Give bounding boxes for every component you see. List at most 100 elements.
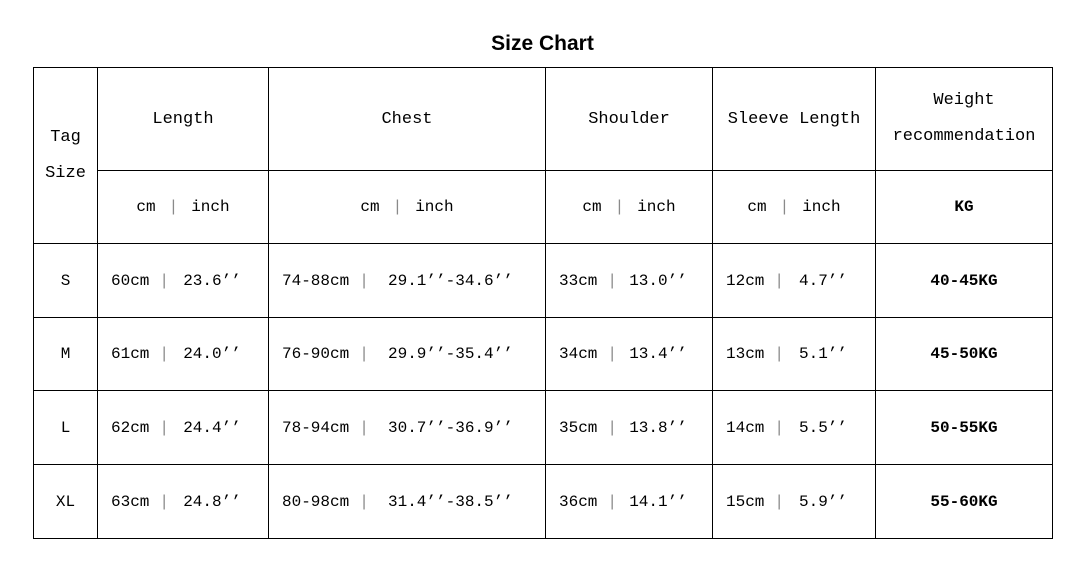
pipe-separator: | bbox=[607, 271, 618, 290]
inch-unit-label: inch bbox=[802, 198, 841, 216]
cm-value: 61cm bbox=[111, 345, 150, 363]
chest-cell: 74-88cm | 29.1’’-34.6’’ bbox=[268, 243, 546, 318]
cm-unit-label: cm bbox=[360, 198, 380, 216]
table-row-xl: XL 63cm | 24.8’’ 80-98cm | 31.4’’-38.5’’… bbox=[33, 464, 1053, 539]
unit-header-sleeve-length: cm | inch bbox=[712, 170, 876, 244]
header-row: Tag Size Length Chest Shoulder Sleeve Le… bbox=[33, 67, 1053, 244]
table-row-s: S 60cm | 23.6’’ 74-88cm | 29.1’’-34.6’’ … bbox=[33, 243, 1053, 318]
pipe-separator: | bbox=[359, 345, 369, 363]
length-cell: 60cm | 23.6’’ bbox=[97, 243, 269, 318]
inch-value: 29.9’’-35.4’’ bbox=[388, 345, 513, 363]
inch-value: 24.4’’ bbox=[183, 418, 241, 437]
inch-value: 30.7’’-36.9’’ bbox=[388, 418, 513, 437]
size-label: M bbox=[33, 317, 98, 391]
cm-value: 12cm bbox=[726, 271, 765, 290]
table-row-m: M 61cm | 24.0’’ 76-90cm | 29.9’’-35.4’’ … bbox=[33, 317, 1053, 391]
pipe-separator: | bbox=[392, 198, 403, 216]
sleeve-length-cell: 12cm | 4.7’’ bbox=[712, 243, 876, 318]
cm-value: 78-94cm bbox=[282, 418, 350, 437]
cm-value: 36cm bbox=[559, 492, 598, 511]
pipe-separator: | bbox=[774, 492, 785, 511]
inch-unit-label: inch bbox=[415, 198, 454, 216]
weight-header-line1: Weight bbox=[933, 91, 995, 110]
table-row-l: L 62cm | 24.4’’ 78-94cm | 30.7’’-36.9’’ … bbox=[33, 390, 1053, 465]
inch-unit-label: inch bbox=[191, 198, 230, 216]
chest-cell: 80-98cm | 31.4’’-38.5’’ bbox=[268, 464, 546, 539]
cm-value: 60cm bbox=[111, 271, 150, 290]
cm-value: 15cm bbox=[726, 492, 765, 511]
column-header-chest: Chest bbox=[268, 67, 546, 171]
weight-header-line2: recommendation bbox=[892, 127, 1036, 146]
sleeve-length-cell: 13cm | 5.1’’ bbox=[712, 317, 876, 391]
corner-label-line1: Tag bbox=[50, 127, 81, 147]
pipe-separator: | bbox=[159, 345, 170, 363]
pipe-separator: | bbox=[774, 271, 785, 290]
sleeve-length-cell: 15cm | 5.9’’ bbox=[712, 464, 876, 539]
inch-value: 13.8’’ bbox=[629, 418, 687, 437]
pipe-separator: | bbox=[359, 492, 369, 511]
cm-value: 63cm bbox=[111, 492, 150, 511]
weight-recommendation-cell: 40-45KG bbox=[875, 243, 1053, 318]
inch-value: 23.6’’ bbox=[183, 271, 241, 290]
pipe-separator: | bbox=[774, 345, 785, 363]
size-label: L bbox=[33, 390, 98, 465]
inch-value: 5.5’’ bbox=[799, 418, 848, 437]
shoulder-cell: 36cm | 14.1’’ bbox=[545, 464, 713, 539]
shoulder-cell: 33cm | 13.0’’ bbox=[545, 243, 713, 318]
cm-value: 74-88cm bbox=[282, 271, 350, 290]
cm-value: 34cm bbox=[559, 345, 598, 363]
shoulder-cell: 34cm | 13.4’’ bbox=[545, 317, 713, 391]
unit-header-shoulder: cm | inch bbox=[545, 170, 713, 244]
corner-label-line2: Size bbox=[45, 163, 86, 183]
cm-value: 14cm bbox=[726, 418, 765, 437]
inch-unit-label: inch bbox=[637, 198, 676, 216]
unit-header-length: cm | inch bbox=[97, 170, 269, 244]
weight-recommendation-cell: 50-55KG bbox=[875, 390, 1053, 465]
cm-value: 76-90cm bbox=[282, 345, 350, 363]
pipe-separator: | bbox=[159, 271, 170, 290]
shoulder-cell: 35cm | 13.8’’ bbox=[545, 390, 713, 465]
inch-value: 24.8’’ bbox=[183, 492, 241, 511]
pipe-separator: | bbox=[168, 198, 179, 216]
cm-unit-label: cm bbox=[747, 198, 767, 216]
inch-value: 5.1’’ bbox=[799, 345, 848, 363]
pipe-separator: | bbox=[607, 345, 618, 363]
column-header-length: Length bbox=[97, 67, 269, 171]
size-label: XL bbox=[33, 464, 98, 539]
length-cell: 63cm | 24.8’’ bbox=[97, 464, 269, 539]
inch-value: 13.4’’ bbox=[629, 345, 687, 363]
pipe-separator: | bbox=[607, 492, 618, 511]
unit-header-kg: KG bbox=[875, 170, 1053, 244]
corner-cell-tag-size: Tag Size bbox=[33, 67, 98, 244]
column-header-shoulder: Shoulder bbox=[545, 67, 713, 171]
weight-recommendation-cell: 55-60KG bbox=[875, 464, 1053, 539]
cm-value: 62cm bbox=[111, 418, 150, 437]
pipe-separator: | bbox=[779, 198, 790, 216]
weight-recommendation-cell: 45-50KG bbox=[875, 317, 1053, 391]
pipe-separator: | bbox=[614, 198, 625, 216]
page-title: Size Chart bbox=[491, 32, 594, 55]
unit-header-chest: cm | inch bbox=[268, 170, 546, 244]
cm-unit-label: cm bbox=[582, 198, 602, 216]
inch-value: 4.7’’ bbox=[799, 271, 848, 290]
inch-value: 5.9’’ bbox=[799, 492, 848, 511]
pipe-separator: | bbox=[359, 271, 369, 290]
cm-value: 80-98cm bbox=[282, 492, 350, 511]
cm-value: 33cm bbox=[559, 271, 598, 290]
cm-value: 35cm bbox=[559, 418, 598, 437]
pipe-separator: | bbox=[607, 418, 618, 437]
length-cell: 62cm | 24.4’’ bbox=[97, 390, 269, 465]
column-header-sleeve-length: Sleeve Length bbox=[712, 67, 876, 171]
length-cell: 61cm | 24.0’’ bbox=[97, 317, 269, 391]
pipe-separator: | bbox=[159, 492, 170, 511]
column-header-weight-recommendation: Weight recommendation bbox=[875, 67, 1053, 171]
pipe-separator: | bbox=[359, 418, 369, 437]
cm-value: 13cm bbox=[726, 345, 765, 363]
size-chart-table: Tag Size Length Chest Shoulder Sleeve Le… bbox=[33, 67, 1053, 539]
pipe-separator: | bbox=[159, 418, 170, 437]
chest-cell: 78-94cm | 30.7’’-36.9’’ bbox=[268, 390, 546, 465]
inch-value: 29.1’’-34.6’’ bbox=[388, 271, 513, 290]
pipe-separator: | bbox=[774, 418, 785, 437]
sleeve-length-cell: 14cm | 5.5’’ bbox=[712, 390, 876, 465]
size-label: S bbox=[33, 243, 98, 318]
